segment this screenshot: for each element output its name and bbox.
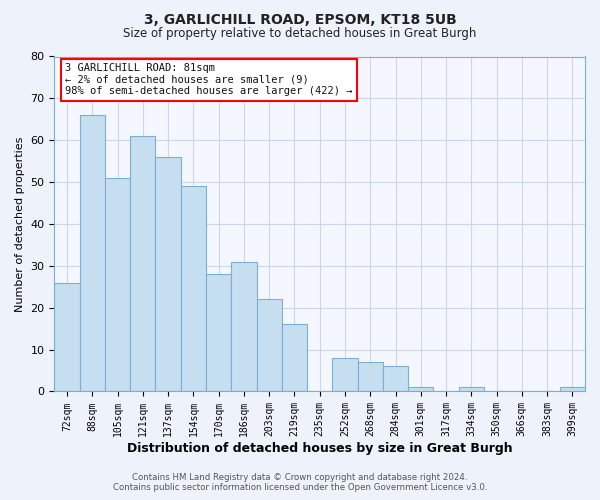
Bar: [105, 178, 130, 392]
Bar: [560, 388, 585, 392]
Bar: [282, 324, 307, 392]
Bar: [206, 274, 231, 392]
Text: 3 GARLICHILL ROAD: 81sqm
← 2% of detached houses are smaller (9)
98% of semi-det: 3 GARLICHILL ROAD: 81sqm ← 2% of detache…: [65, 63, 353, 96]
Bar: [80, 115, 105, 392]
Bar: [130, 136, 155, 392]
Bar: [257, 300, 282, 392]
Bar: [55, 282, 80, 392]
Text: 3, GARLICHILL ROAD, EPSOM, KT18 5UB: 3, GARLICHILL ROAD, EPSOM, KT18 5UB: [143, 12, 457, 26]
Bar: [181, 186, 206, 392]
Bar: [231, 262, 257, 392]
Bar: [383, 366, 408, 392]
X-axis label: Distribution of detached houses by size in Great Burgh: Distribution of detached houses by size …: [127, 442, 512, 455]
Y-axis label: Number of detached properties: Number of detached properties: [15, 136, 25, 312]
Bar: [332, 358, 358, 392]
Bar: [358, 362, 383, 392]
Bar: [458, 388, 484, 392]
Bar: [155, 157, 181, 392]
Text: Size of property relative to detached houses in Great Burgh: Size of property relative to detached ho…: [124, 28, 476, 40]
Text: Contains HM Land Registry data © Crown copyright and database right 2024.
Contai: Contains HM Land Registry data © Crown c…: [113, 473, 487, 492]
Bar: [408, 388, 433, 392]
